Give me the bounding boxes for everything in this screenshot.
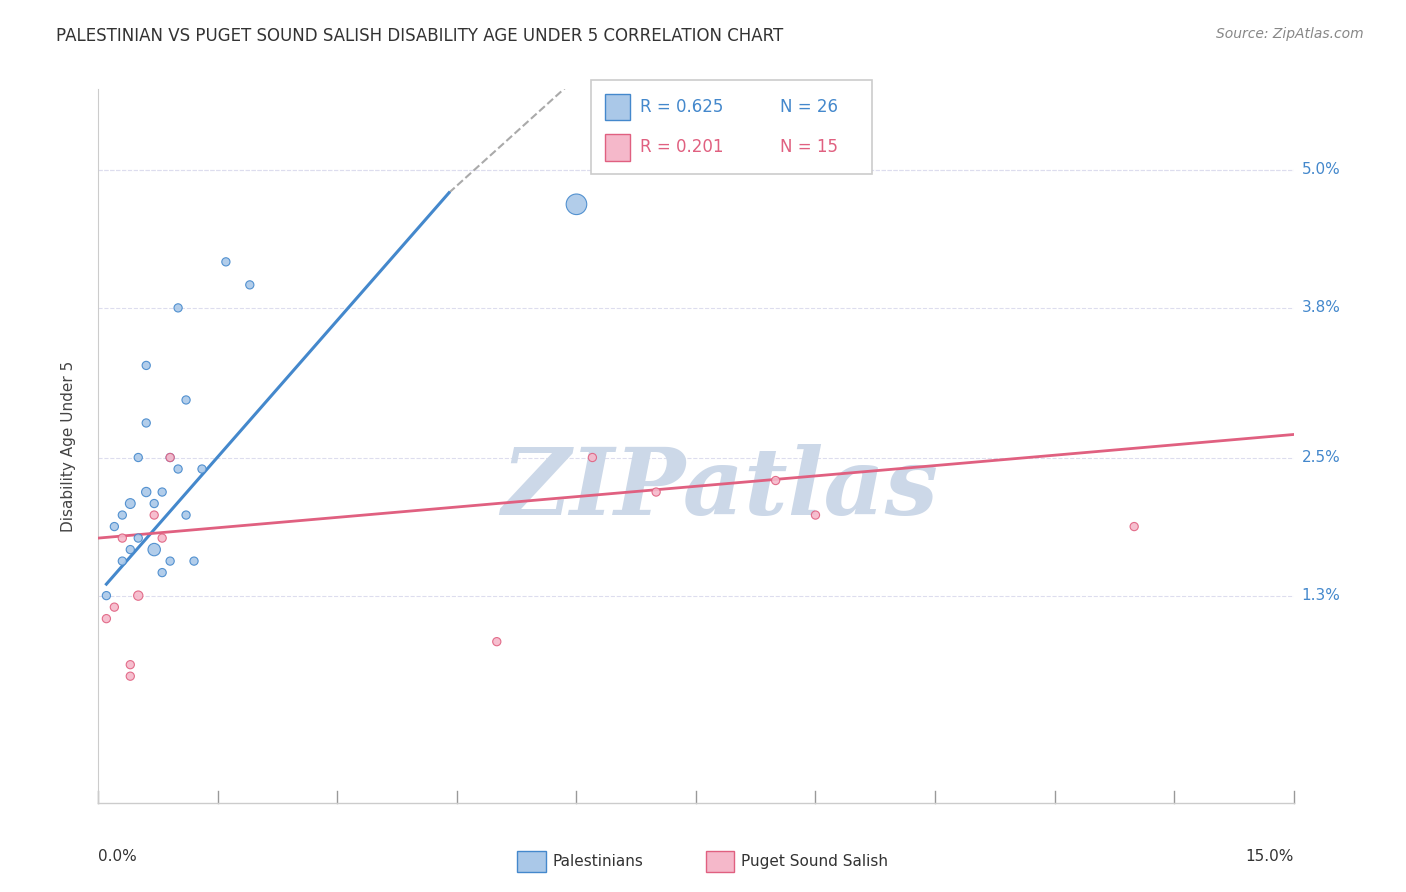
Point	[111, 554, 134, 568]
Text: 15.0%: 15.0%	[1246, 849, 1294, 863]
Point	[120, 542, 142, 557]
Point	[174, 508, 197, 522]
Point	[159, 554, 181, 568]
Point	[191, 462, 214, 476]
Text: Source: ZipAtlas.com: Source: ZipAtlas.com	[1216, 27, 1364, 41]
Point	[159, 450, 181, 465]
Text: R = 0.625: R = 0.625	[640, 98, 723, 116]
Point	[183, 554, 205, 568]
Text: 3.8%: 3.8%	[1302, 301, 1340, 316]
Point	[135, 416, 157, 430]
Text: Disability Age Under 5: Disability Age Under 5	[60, 360, 76, 532]
Text: PALESTINIAN VS PUGET SOUND SALISH DISABILITY AGE UNDER 5 CORRELATION CHART: PALESTINIAN VS PUGET SOUND SALISH DISABI…	[56, 27, 783, 45]
Point	[159, 450, 181, 465]
Point	[143, 542, 166, 557]
Point	[111, 508, 134, 522]
Point	[135, 485, 157, 500]
Point	[103, 600, 125, 615]
Text: 2.5%: 2.5%	[1302, 450, 1340, 465]
Point	[804, 508, 827, 522]
Point	[143, 497, 166, 511]
Point	[150, 531, 173, 545]
Text: 0.0%: 0.0%	[98, 849, 138, 863]
Text: Puget Sound Salish: Puget Sound Salish	[741, 855, 889, 869]
Point	[120, 497, 142, 511]
Point	[581, 450, 603, 465]
Point	[485, 634, 508, 648]
Point	[103, 519, 125, 533]
Point	[174, 392, 197, 407]
Point	[1123, 519, 1146, 533]
Point	[150, 566, 173, 580]
Point	[135, 359, 157, 373]
Text: 5.0%: 5.0%	[1302, 162, 1340, 178]
Point	[167, 301, 190, 315]
Text: 1.3%: 1.3%	[1302, 588, 1340, 603]
Point	[127, 531, 149, 545]
Point	[127, 450, 149, 465]
Point	[120, 669, 142, 683]
Point	[96, 612, 118, 626]
Point	[111, 531, 134, 545]
Point	[167, 462, 190, 476]
Text: R = 0.201: R = 0.201	[640, 138, 723, 156]
Point	[127, 589, 149, 603]
Point	[96, 589, 118, 603]
Point	[765, 474, 787, 488]
Point	[215, 255, 238, 269]
Text: N = 15: N = 15	[780, 138, 838, 156]
Point	[565, 197, 588, 211]
Text: N = 26: N = 26	[780, 98, 838, 116]
Text: ZIPatlas: ZIPatlas	[502, 444, 938, 533]
Point	[120, 657, 142, 672]
Point	[150, 485, 173, 500]
Point	[143, 508, 166, 522]
Point	[239, 277, 262, 292]
Text: Palestinians: Palestinians	[553, 855, 644, 869]
Point	[645, 485, 668, 500]
